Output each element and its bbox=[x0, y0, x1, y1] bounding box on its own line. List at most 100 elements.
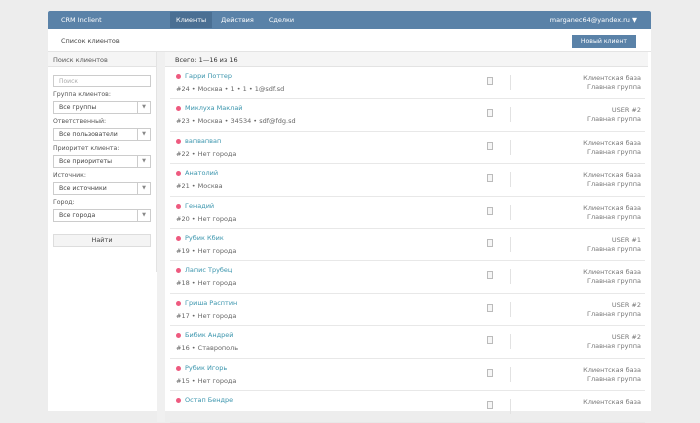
filter-select[interactable]: Все города ▼ bbox=[53, 209, 151, 222]
priority-dot-icon bbox=[176, 171, 181, 177]
search-sidebar: Поиск клиентов Поиск Группа клиентов: Вс… bbox=[48, 52, 157, 272]
sidebar-title: Поиск клиентов bbox=[48, 52, 156, 67]
priority-dot-icon bbox=[176, 268, 181, 274]
client-owner: Клиентская база bbox=[583, 203, 641, 212]
client-meta: #22 • Нет города bbox=[176, 149, 237, 158]
document-icon[interactable] bbox=[487, 77, 493, 85]
client-name-link[interactable]: Бибик Андрей bbox=[185, 331, 234, 340]
document-icon[interactable] bbox=[487, 206, 493, 215]
chevron-down-icon[interactable]: ▼ bbox=[137, 102, 150, 113]
client-group: Главная группа bbox=[586, 277, 641, 286]
nav-deals[interactable]: Сделки bbox=[268, 16, 295, 24]
chevron-down-icon[interactable]: ▼ bbox=[137, 129, 150, 140]
client-name-link[interactable]: Анатолий bbox=[185, 169, 219, 178]
priority-dot-icon bbox=[176, 203, 181, 209]
divider bbox=[510, 75, 511, 90]
client-group: Главная группа bbox=[586, 147, 641, 156]
user-email: marganec64@yandex.ru bbox=[549, 16, 630, 24]
client-name-link[interactable]: Гарри Поттер bbox=[185, 72, 233, 80]
client-meta: #18 • Нет города bbox=[176, 279, 237, 288]
filter-value: Все группы bbox=[59, 104, 97, 111]
client-name-link[interactable]: Рубик Кбик bbox=[185, 233, 224, 242]
divider bbox=[510, 236, 511, 252]
divider bbox=[510, 334, 511, 350]
list-item: Лапис Трубец #18 • Нет города Клиентская… bbox=[170, 261, 645, 294]
client-name-link[interactable]: Рубик Игорь bbox=[185, 363, 228, 372]
document-icon[interactable] bbox=[487, 336, 493, 345]
list-item: Генадий #20 • Нет города Клиентская база… bbox=[170, 197, 645, 229]
filter-value: Все приоритеты bbox=[59, 158, 113, 165]
divider bbox=[510, 398, 511, 414]
user-menu[interactable]: marganec64@yandex.ru ▼ bbox=[550, 16, 637, 24]
client-group: Главная группа bbox=[586, 115, 641, 124]
page-title: Список клиентов bbox=[61, 37, 120, 45]
priority-dot-icon bbox=[176, 138, 181, 144]
filter-value: Все источники bbox=[59, 185, 107, 192]
client-owner: Клиентская база bbox=[583, 138, 641, 147]
priority-dot-icon bbox=[176, 333, 181, 339]
filter-select[interactable]: Все группы ▼ bbox=[53, 101, 151, 114]
client-owner: Клиентская база bbox=[583, 74, 641, 82]
document-icon[interactable] bbox=[487, 109, 493, 118]
chevron-down-icon[interactable]: ▼ bbox=[137, 156, 150, 167]
client-group: Главная группа bbox=[586, 180, 641, 189]
client-owner: USER #2 bbox=[611, 300, 641, 309]
filter-label: Приоритет клиента: bbox=[53, 145, 120, 152]
list-item: Гарри Поттер #24 • Москва • 1 • 1 • 1@sd… bbox=[170, 67, 645, 100]
priority-dot-icon bbox=[176, 397, 181, 403]
client-name-link[interactable]: вапвапвап bbox=[185, 136, 222, 145]
priority-dot-icon bbox=[176, 235, 181, 241]
chevron-down-icon[interactable]: ▼ bbox=[137, 210, 150, 221]
client-meta: #21 • Москва bbox=[176, 182, 223, 191]
client-name-link[interactable]: Гриша Расптин bbox=[185, 298, 238, 307]
search-input[interactable]: Поиск bbox=[53, 75, 151, 87]
divider bbox=[510, 301, 511, 317]
client-name-link[interactable]: Миклуха Маклай bbox=[185, 104, 243, 113]
list-item: Остап Бендре Клиентская база bbox=[170, 391, 645, 423]
client-meta: #20 • Нет города bbox=[176, 214, 237, 223]
document-icon[interactable] bbox=[487, 141, 493, 150]
client-owner: Клиентская база bbox=[583, 171, 641, 180]
client-list: Всего: 1—16 из 16 Гарри Поттер #24 • Мос… bbox=[165, 52, 648, 423]
client-meta: #24 • Москва • 1 • 1 • 1@sdf.sd bbox=[176, 85, 285, 93]
divider bbox=[510, 269, 511, 285]
client-name-link[interactable]: Остап Бендре bbox=[185, 395, 234, 404]
priority-dot-icon bbox=[176, 365, 181, 371]
new-client-button[interactable]: Новый клиент bbox=[571, 35, 636, 48]
list-item: Анатолий #21 • Москва Клиентская база Гл… bbox=[170, 164, 645, 197]
divider bbox=[510, 172, 511, 188]
brand-logo[interactable]: CRM Inclient bbox=[61, 16, 102, 24]
chevron-down-icon[interactable]: ▼ bbox=[137, 183, 150, 194]
nav-clients[interactable]: Клиенты bbox=[170, 12, 213, 28]
client-group: Главная группа bbox=[586, 244, 641, 253]
document-icon[interactable] bbox=[487, 238, 493, 247]
document-icon[interactable] bbox=[487, 174, 493, 183]
document-icon[interactable] bbox=[487, 400, 493, 409]
client-name-link[interactable]: Генадий bbox=[185, 201, 215, 210]
find-button[interactable]: Найти bbox=[53, 234, 151, 247]
client-owner: USER #1 bbox=[611, 235, 641, 244]
client-group: Главная группа bbox=[586, 342, 641, 351]
filter-select[interactable]: Все пользователи ▼ bbox=[53, 128, 151, 141]
divider bbox=[510, 204, 511, 220]
list-item: Рубик Игорь #15 • Нет города Клиентская … bbox=[170, 359, 645, 391]
filter-select[interactable]: Все источники ▼ bbox=[53, 182, 151, 195]
filter-value: Все пользователи bbox=[59, 131, 118, 138]
list-item: Гриша Расптин #17 • Нет города USER #2 Г… bbox=[170, 294, 645, 327]
client-name-link[interactable]: Лапис Трубец bbox=[185, 266, 233, 275]
divider bbox=[510, 139, 511, 155]
document-icon[interactable] bbox=[487, 271, 493, 280]
nav-actions[interactable]: Действия bbox=[221, 16, 254, 24]
list-item: Рубик Кбик #19 • Нет города USER #1 Глав… bbox=[170, 229, 645, 262]
filter-label: Ответственный: bbox=[53, 118, 107, 125]
client-meta: #23 • Москва • 34534 • sdf@fdg.sd bbox=[176, 117, 296, 126]
client-meta: #17 • Нет города bbox=[176, 311, 237, 320]
filter-select[interactable]: Все приоритеты ▼ bbox=[53, 155, 151, 168]
priority-dot-icon bbox=[176, 106, 181, 112]
subheader: Список клиентов Новый клиент bbox=[48, 29, 651, 52]
document-icon[interactable] bbox=[487, 303, 493, 312]
document-icon[interactable] bbox=[487, 368, 493, 377]
list-item: вапвапвап #22 • Нет города Клиентская ба… bbox=[170, 132, 645, 165]
filter-value: Все города bbox=[59, 212, 96, 219]
client-meta: #19 • Нет города bbox=[176, 246, 237, 255]
